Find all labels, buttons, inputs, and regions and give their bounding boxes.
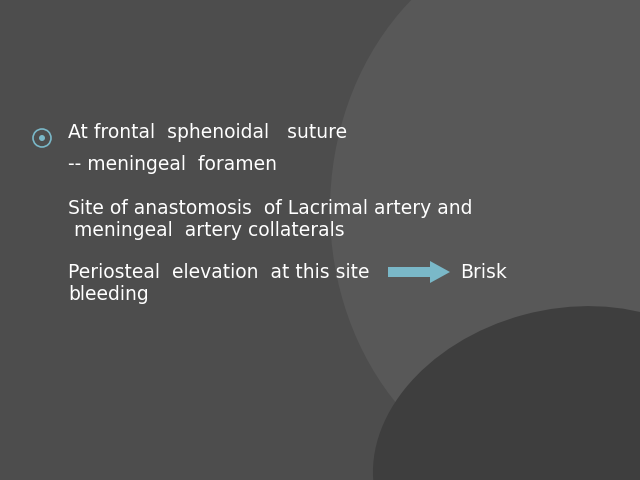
Text: Brisk: Brisk xyxy=(460,263,507,281)
FancyArrow shape xyxy=(388,261,450,283)
Text: Periosteal  elevation  at this site: Periosteal elevation at this site xyxy=(68,263,369,281)
Ellipse shape xyxy=(373,306,640,480)
Text: Site of anastomosis  of Lacrimal artery and: Site of anastomosis of Lacrimal artery a… xyxy=(68,200,472,218)
Text: bleeding: bleeding xyxy=(68,285,148,303)
Text: At frontal  sphenoidal   suture: At frontal sphenoidal suture xyxy=(68,122,347,142)
Text: meningeal  artery collaterals: meningeal artery collaterals xyxy=(68,221,344,240)
Text: -- meningeal  foramen: -- meningeal foramen xyxy=(68,155,277,173)
Ellipse shape xyxy=(330,0,640,480)
Circle shape xyxy=(39,135,45,141)
